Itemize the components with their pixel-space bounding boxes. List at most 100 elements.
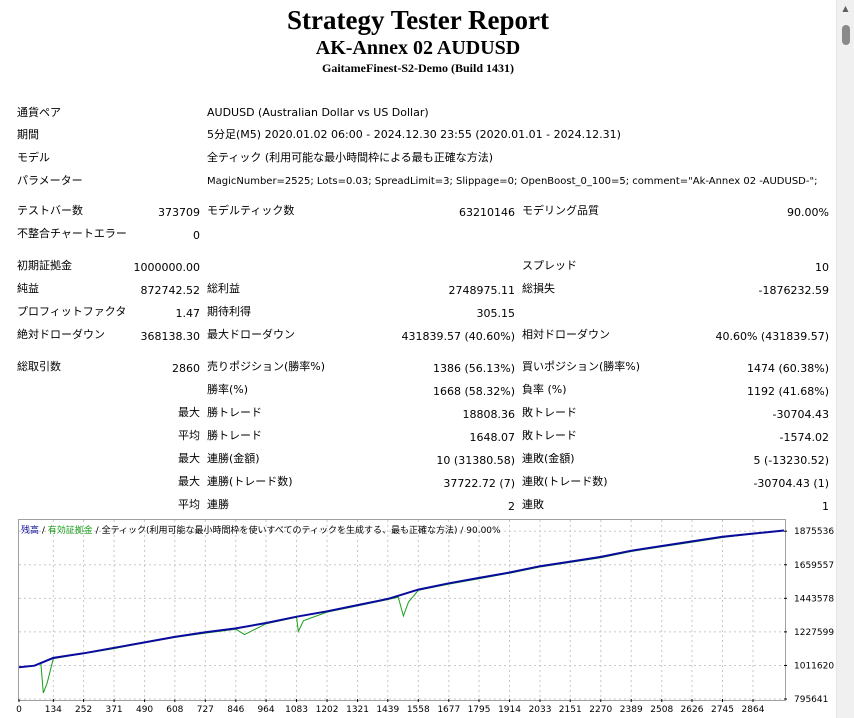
avg-profit-label: 勝トレード xyxy=(207,429,262,442)
legend-balance: 残高 xyxy=(21,526,40,536)
expected-payoff-label: 期待利得 xyxy=(207,305,251,318)
report-subtitle: AK-Annex 02 AUDUSD xyxy=(315,37,521,59)
avg-consecutive-wins-value: 2 xyxy=(508,500,515,513)
legend-model: 全ティック(利用可能な最小時間枠を使いすべてのティックを生成する、最も正確な方法… xyxy=(101,526,501,536)
gross-profit-label: 総利益 xyxy=(207,282,240,295)
equity-chart: 0 134 252 371 490 608 727 846 964 1083 1202 1321 143… xyxy=(16,520,834,715)
spread-label: スプレッド xyxy=(522,259,577,272)
report-title: Strategy Tester Report xyxy=(287,5,549,35)
avg-label-2: 平均 xyxy=(178,498,200,511)
largest-profit-label: 勝トレード xyxy=(207,406,262,419)
consecutive-wins-trades-value: 37722.72 (7) xyxy=(443,477,515,490)
x-tick-label: 252 xyxy=(75,705,92,715)
loss-rate-label: 負率 (%) xyxy=(522,383,567,396)
consecutive-losses-amount-value: 5 (-13230.52) xyxy=(753,454,829,467)
consecutive-wins-amount-label: 連勝(金額) xyxy=(207,452,260,465)
total-trades-label: 総取引数 xyxy=(17,360,61,373)
largest-loss-label: 敗トレード xyxy=(522,406,577,419)
win-rate-label: 勝率(%) xyxy=(207,383,249,396)
consecutive-losses-trades-label: 連敗(トレード数) xyxy=(522,475,608,488)
symbol-value: AUDUSD (Australian Dollar vs US Dollar) xyxy=(207,106,429,119)
x-tick-label: 2508 xyxy=(650,705,673,715)
quality-value: 90.00% xyxy=(787,206,829,219)
x-tick-label: 608 xyxy=(166,705,183,715)
relative-drawdown-value: 40.60% (431839.57) xyxy=(715,330,829,343)
x-tick-label: 1439 xyxy=(376,705,399,715)
short-positions-label: 売りポジション(勝率%) xyxy=(207,360,326,373)
parameters-value: MagicNumber=2525; Lots=0.03; SpreadLimit… xyxy=(207,176,818,187)
mismatch-value: 0 xyxy=(193,229,200,242)
net-profit-label: 純益 xyxy=(17,282,39,295)
avg-consecutive-losses-label: 連敗 xyxy=(522,498,544,511)
absolute-drawdown-value: 368138.30 xyxy=(140,330,201,343)
scroll-up-arrow-icon[interactable]: ▲ xyxy=(842,4,849,13)
period-label: 期間 xyxy=(17,128,39,141)
legend-separator-1: / xyxy=(39,526,48,536)
x-tick-label: 846 xyxy=(227,705,244,715)
chart-legend: 残高 / 有効証拠金 / 全ティック(利用可能な最小時間枠を使いすべてのティック… xyxy=(21,523,501,536)
max-label: 最大 xyxy=(178,406,200,419)
deposit-label: 初期証拠金 xyxy=(17,259,72,272)
x-tick-label: 2389 xyxy=(620,705,643,715)
legend-equity: 有効証拠金 xyxy=(47,526,93,536)
scroll-thumb[interactable] xyxy=(842,25,850,45)
bars-label: テストバー数 xyxy=(17,204,83,217)
max-label-3: 最大 xyxy=(178,475,200,488)
x-tick-label: 727 xyxy=(197,705,214,715)
max-label-2: 最大 xyxy=(178,452,200,465)
y-tick-label: 1011620 xyxy=(794,661,834,671)
quality-label: モデリング品質 xyxy=(522,204,599,217)
absolute-drawdown-label: 絶対ドローダウン xyxy=(17,328,105,341)
x-tick-label: 964 xyxy=(257,705,274,715)
long-positions-value: 1474 (60.38%) xyxy=(746,362,829,375)
balance-series-line xyxy=(18,529,785,669)
consecutive-losses-trades-value: -30704.43 (1) xyxy=(753,477,829,490)
x-tick-label: 2033 xyxy=(529,705,552,715)
x-tick-label: 134 xyxy=(45,705,62,715)
avg-loss-label: 敗トレード xyxy=(522,429,577,442)
avg-label: 平均 xyxy=(178,429,200,442)
ticks-value: 63210146 xyxy=(459,206,515,219)
period-value: 5分足(M5) 2020.01.02 06:00 - 2024.12.30 23… xyxy=(207,128,621,141)
relative-drawdown-label: 相対ドローダウン xyxy=(522,328,610,341)
short-positions-value: 1386 (56.13%) xyxy=(432,362,515,375)
profit-factor-label: プロフィットファクタ xyxy=(17,305,127,318)
profit-factor-value: 1.47 xyxy=(175,307,201,320)
mismatch-label: 不整合チャートエラー xyxy=(17,227,127,240)
x-tick-label: 1677 xyxy=(437,705,460,715)
largest-profit-value: 18808.36 xyxy=(462,408,516,421)
y-tick-label: 1659557 xyxy=(794,561,834,571)
x-tick-label: 2626 xyxy=(681,705,704,715)
x-tick-label: 490 xyxy=(136,705,153,715)
y-tick-label: 1443578 xyxy=(794,594,834,604)
avg-consecutive-losses-value: 1 xyxy=(822,500,829,513)
x-tick-label: 2745 xyxy=(711,705,734,715)
gross-profit-value: 2748975.11 xyxy=(448,284,515,297)
parameters-label: パラメーター xyxy=(17,174,83,187)
legend-separator-2: / xyxy=(92,526,102,536)
x-tick-label: 1083 xyxy=(285,705,308,715)
vertical-scrollbar[interactable]: ▲ xyxy=(836,0,854,718)
expected-payoff-value: 305.15 xyxy=(476,307,516,320)
x-tick-label: 371 xyxy=(105,705,122,715)
model-value: 全ティック (利用可能な最小時間枠による最も正確な方法) xyxy=(207,151,494,164)
max-drawdown-value: 431839.57 (40.60%) xyxy=(401,330,515,343)
x-tick-label: 2151 xyxy=(559,705,582,715)
net-profit-value: 872742.52 xyxy=(140,284,201,297)
server-build: GaitameFinest-S2-Demo (Build 1431) xyxy=(322,61,514,75)
total-trades-value: 2860 xyxy=(172,362,200,375)
x-tick-label: 1914 xyxy=(498,705,521,715)
avg-loss-value: -1574.02 xyxy=(779,431,829,444)
gross-loss-value: -1876232.59 xyxy=(758,284,829,297)
win-rate-value: 1668 (58.32%) xyxy=(432,385,515,398)
x-tick-label: 2864 xyxy=(742,705,765,715)
consecutive-wins-amount-value: 10 (31380.58) xyxy=(436,454,515,467)
y-tick-label: 1875536 xyxy=(794,527,834,537)
bars-value: 373709 xyxy=(158,206,200,219)
largest-loss-value: -30704.43 xyxy=(772,408,829,421)
loss-rate-value: 1192 (41.68%) xyxy=(746,385,829,398)
avg-consecutive-wins-label: 連勝 xyxy=(207,498,229,511)
model-label: モデル xyxy=(17,151,50,164)
x-tick-label: 1321 xyxy=(346,705,369,715)
